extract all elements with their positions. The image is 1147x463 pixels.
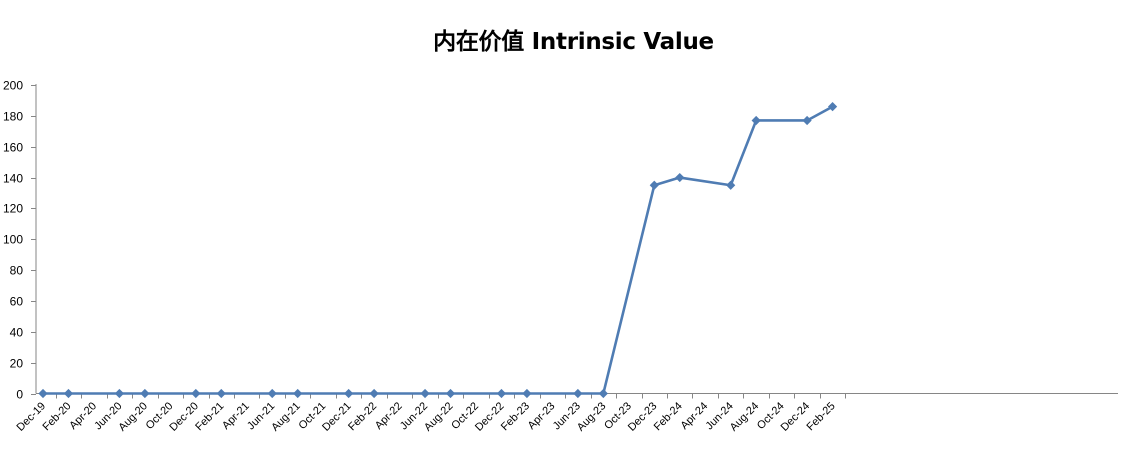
x-tick-label: Feb-23 xyxy=(499,400,532,433)
y-tick-label: 160 xyxy=(3,141,23,155)
x-axis-ticks: Dec-19Feb-20Apr-20Jun-20Aug-20Oct-20Dec-… xyxy=(15,393,846,434)
y-axis-ticks: 0 20 40 60 80 100 120 140 160 180 200 xyxy=(3,79,36,402)
y-tick-label: 180 xyxy=(3,110,23,124)
data-point-marker xyxy=(802,115,812,126)
x-tick-label: Aug-24 xyxy=(728,400,762,434)
x-tick-label: Aug-23 xyxy=(575,400,609,434)
y-tick-label: 120 xyxy=(3,202,23,216)
y-tick-label: 140 xyxy=(3,172,23,186)
data-point-marker xyxy=(216,388,226,399)
y-tick-label: 40 xyxy=(10,326,24,340)
x-tick-label: Feb-25 xyxy=(805,400,838,433)
data-point-marker xyxy=(649,180,659,190)
y-tick-label: 100 xyxy=(3,233,23,247)
data-point-marker xyxy=(63,388,74,399)
x-tick-label: Feb-20 xyxy=(40,400,73,433)
data-point-marker xyxy=(114,388,125,399)
data-point-marker xyxy=(445,388,456,399)
x-tick-label: Feb-21 xyxy=(193,400,226,433)
data-point-marker xyxy=(267,388,277,399)
data-point-marker xyxy=(191,388,201,399)
data-point-marker xyxy=(496,388,507,399)
data-point-marker xyxy=(140,388,150,399)
series-layer xyxy=(38,101,838,399)
data-point-marker xyxy=(522,388,532,399)
y-tick-label: 60 xyxy=(10,295,24,309)
x-tick-label: Aug-20 xyxy=(116,400,150,434)
data-point-marker xyxy=(598,388,608,399)
chart-title: 内在价值 Intrinsic Value xyxy=(433,29,714,55)
y-tick-label: 0 xyxy=(16,388,23,402)
data-point-marker xyxy=(827,101,838,112)
chart-axes xyxy=(35,84,1118,394)
x-tick-label: Feb-22 xyxy=(346,400,379,433)
x-tick-label: Feb-24 xyxy=(652,400,685,433)
y-tick-label: 80 xyxy=(10,264,24,278)
series-line xyxy=(43,105,834,395)
data-point-marker xyxy=(573,388,583,399)
x-tick-label: Aug-22 xyxy=(422,400,456,434)
y-tick-label: 20 xyxy=(10,357,24,371)
x-tick-label: Aug-21 xyxy=(269,400,303,434)
data-point-marker xyxy=(38,388,48,399)
y-tick-label: 200 xyxy=(3,79,23,93)
data-point-marker xyxy=(293,388,303,399)
data-point-marker xyxy=(420,388,430,399)
data-point-marker xyxy=(344,388,354,399)
data-point-marker xyxy=(675,172,685,183)
data-point-marker xyxy=(751,115,761,126)
data-point-marker xyxy=(369,388,379,399)
data-point-marker xyxy=(726,180,736,190)
